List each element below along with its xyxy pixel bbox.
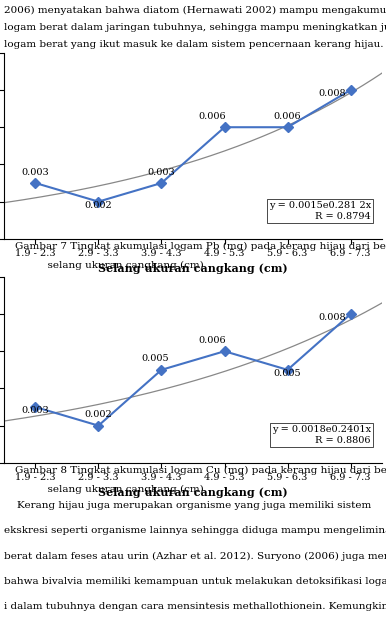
Text: ekskresi seperti organisme lainnya sehingga diduga mampu mengeliminasi logam: ekskresi seperti organisme lainnya sehin… [4,526,386,535]
Text: i dalam tubuhnya dengan cara mensintesis methallothionein. Kemungkinan: i dalam tubuhnya dengan cara mensintesis… [4,602,386,611]
Text: Gambar 7 Tingkat akumulasi logam Pb (mg) pada kerang hijau dari berbagai: Gambar 7 Tingkat akumulasi logam Pb (mg)… [15,242,386,251]
Text: 0.006: 0.006 [198,112,226,120]
Text: y = 0.0015e0.281 2x
R = 0.8794: y = 0.0015e0.281 2x R = 0.8794 [269,201,371,221]
Text: y = 0.0018e0.2401x
R = 0.8806: y = 0.0018e0.2401x R = 0.8806 [272,425,371,444]
Text: 0.008: 0.008 [318,89,345,98]
Text: 0.002: 0.002 [85,410,112,419]
X-axis label: Selang ukuran cangkang (cm): Selang ukuran cangkang (cm) [98,487,288,498]
Text: 0.003: 0.003 [22,406,49,415]
Text: logam berat dalam jaringan tubuhnya, sehingga mampu meningkatkan jumlah: logam berat dalam jaringan tubuhnya, seh… [4,23,386,32]
Text: 0.003: 0.003 [22,167,49,176]
Text: logam berat yang ikut masuk ke dalam sistem pencernaan kerang hijau.: logam berat yang ikut masuk ke dalam sis… [4,40,383,49]
Text: Kerang hijau juga merupakan organisme yang juga memiliki sistem: Kerang hijau juga merupakan organisme ya… [4,501,371,510]
Text: 0.006: 0.006 [198,336,226,345]
Text: 0.005: 0.005 [141,354,169,363]
Text: selang ukuran cangkang (cm): selang ukuran cangkang (cm) [15,261,204,270]
Text: selang ukuran cangkang (cm): selang ukuran cangkang (cm) [15,485,204,494]
Text: 0.005: 0.005 [274,369,301,378]
Text: 0.003: 0.003 [147,167,175,176]
Text: berat dalam feses atau urin (Azhar et al. 2012). Suryono (2006) juga menyebutkan: berat dalam feses atau urin (Azhar et al… [4,552,386,560]
X-axis label: Selang ukuran cangkang (cm): Selang ukuran cangkang (cm) [98,263,288,274]
Text: Gambar 8 Tingkat akumulasi logam Cu (mg) pada kerang hijau dari berbagai: Gambar 8 Tingkat akumulasi logam Cu (mg)… [15,466,386,475]
Text: 0.008: 0.008 [318,313,345,323]
Text: 2006) menyatakan bahwa diatom (Hernawati 2002) mampu mengakumulasi: 2006) menyatakan bahwa diatom (Hernawati… [4,6,386,15]
Text: 0.006: 0.006 [274,112,301,120]
Text: 0.002: 0.002 [85,201,112,210]
Text: bahwa bivalvia memiliki kemampuan untuk melakukan detoksifikasi logam berat: bahwa bivalvia memiliki kemampuan untuk … [4,577,386,586]
